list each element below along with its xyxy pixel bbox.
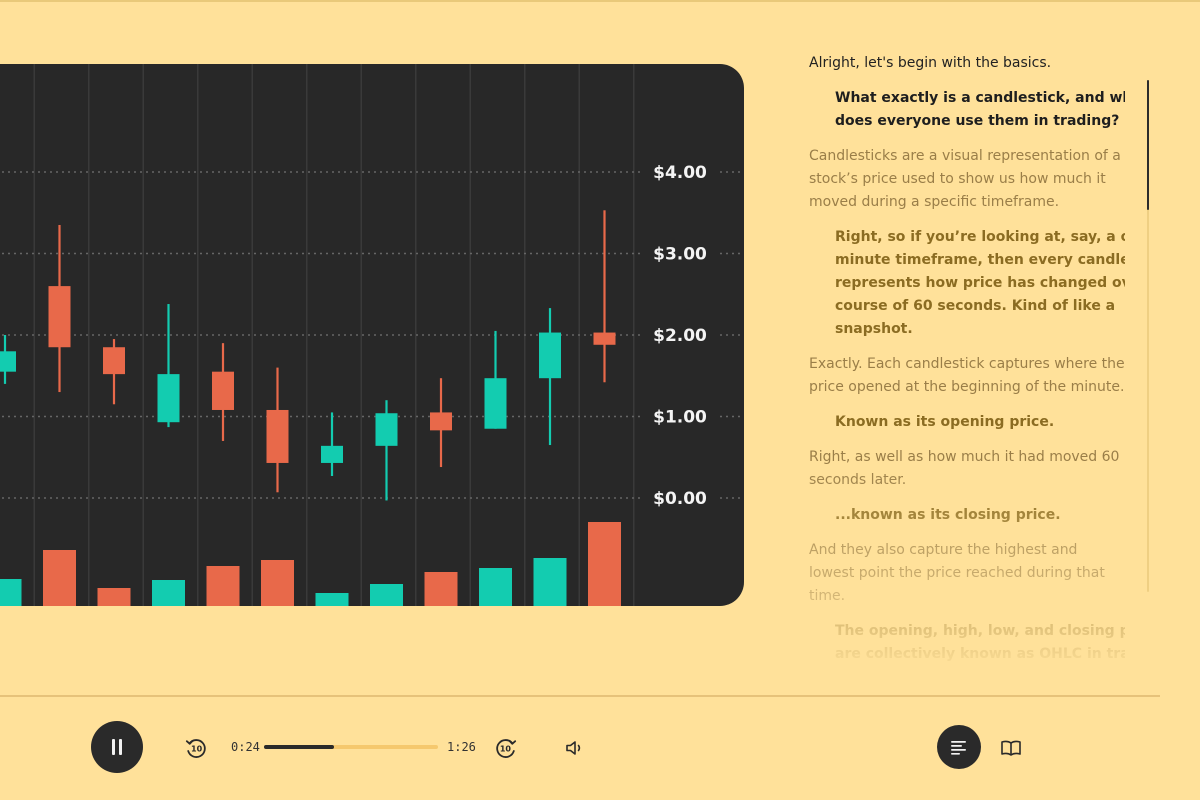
candle-body	[321, 445, 343, 463]
book-icon	[1001, 740, 1021, 756]
candle-body	[266, 409, 289, 463]
volume-bar	[43, 550, 76, 606]
volume-button[interactable]	[563, 736, 587, 760]
candle-body	[0, 351, 16, 372]
transcript-icon	[951, 741, 966, 755]
y-tick-label: $0.00	[653, 489, 707, 509]
y-tick-label: $3.00	[653, 245, 707, 265]
transcript-speaker-line[interactable]: The opening, high, low, and closing pric…	[835, 623, 1125, 662]
transcript-speaker-line[interactable]: Right, so if you’re looking at, say, a o…	[835, 229, 1125, 337]
volume-bar	[206, 566, 240, 606]
candle-wick	[385, 400, 388, 501]
candle-body	[212, 371, 234, 410]
y-tick-label: $4.00	[653, 163, 707, 183]
candle-wick	[330, 412, 334, 476]
forward-10-button[interactable]: 10	[494, 736, 518, 760]
chart-svg: $4.00 $3.00 $2.00 $1.00 $0.00	[0, 64, 744, 606]
total-time: 1:26	[447, 740, 476, 754]
candle-body	[539, 332, 561, 379]
transcript-narrator-line[interactable]: And they also capture the highest and lo…	[809, 542, 1105, 604]
player-divider	[0, 695, 1160, 697]
top-border	[0, 0, 1200, 2]
progress-bar[interactable]	[264, 745, 438, 749]
transcript-scrollbar[interactable]	[1147, 80, 1149, 592]
rewind-seconds-label: 10	[191, 745, 203, 754]
rewind-10-button[interactable]: 10	[184, 736, 208, 760]
volume-bar	[0, 579, 22, 606]
book-button[interactable]	[999, 736, 1023, 760]
candle-body	[103, 347, 125, 375]
candle-body	[593, 332, 616, 345]
volume-bar	[315, 593, 349, 606]
transcript-speaker-line[interactable]: ...known as its closing price.	[835, 507, 1061, 523]
candlestick-chart: $4.00 $3.00 $2.00 $1.00 $0.00	[0, 64, 744, 606]
transcript-narrator-line[interactable]: Right, as well as how much it had moved …	[809, 449, 1120, 488]
volume-bar	[370, 584, 403, 606]
volume-bar	[261, 560, 294, 606]
candle-body	[48, 286, 71, 348]
volume-bar	[97, 588, 131, 606]
pause-button[interactable]	[91, 721, 143, 773]
volume-bar	[152, 580, 185, 606]
volume-bar	[424, 572, 458, 606]
volume-bar	[533, 558, 567, 606]
volume-bar	[588, 522, 621, 606]
transcript-toggle-button[interactable]	[937, 725, 981, 769]
candle-wick	[603, 210, 606, 383]
candle-body	[157, 374, 180, 423]
transcript-scrollbar-thumb[interactable]	[1147, 80, 1149, 210]
volume-bar	[479, 568, 512, 606]
progress-fill	[264, 745, 334, 749]
transcript-narrator-line[interactable]: Candlesticks are a visual representation…	[809, 148, 1121, 210]
transcript-narrator-line[interactable]: Alright, let's begin with the basics.	[809, 55, 1052, 71]
candle-wick	[167, 304, 170, 428]
forward-10-icon: 10	[496, 739, 517, 758]
transcript-panel[interactable]: Alright, let's begin with the basics. Wha…	[809, 52, 1129, 674]
current-time: 0:24	[231, 740, 260, 754]
rewind-10-icon: 10	[185, 739, 206, 758]
candle-body	[484, 378, 507, 429]
transcript-speaker-line[interactable]: What exactly is a candlestick, and why d…	[835, 90, 1125, 129]
y-tick-label: $1.00	[653, 408, 707, 428]
y-tick-label: $2.00	[653, 326, 707, 346]
transcript-narrator-line[interactable]: Exactly. Each candlestick captures where…	[809, 356, 1125, 395]
volume-icon	[566, 741, 581, 755]
candle-body	[375, 413, 398, 446]
candle-body	[430, 412, 452, 431]
pause-icon	[112, 739, 122, 755]
transcript-speaker-line[interactable]: Known as its opening price.	[835, 414, 1055, 430]
forward-seconds-label: 10	[500, 745, 512, 754]
